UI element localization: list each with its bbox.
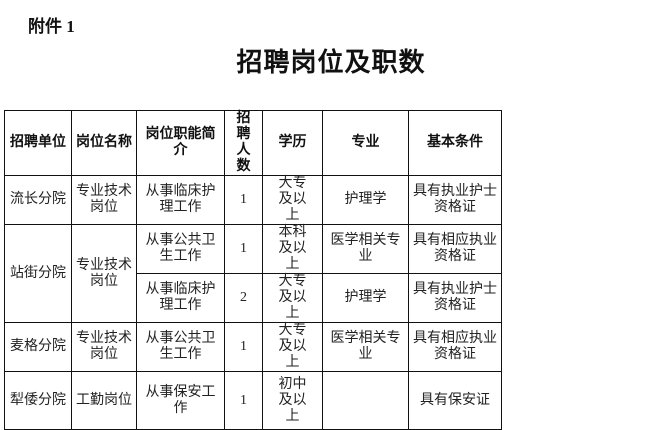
cell-unit: 犁倭分院 [4, 371, 72, 430]
table-row: 从事临床护理工作 2 大专及以上 护理学 具有执业护士资格证 [5, 273, 502, 323]
header-requirement: 基本条件 [408, 110, 502, 176]
cell-duty: 从事公共卫生工作 [136, 224, 225, 274]
header-count: 招聘人数 [224, 110, 263, 176]
cell-requirement: 具有相应执业资格证 [408, 322, 502, 372]
table-row: 站街分院 专业技术岗位 从事公共卫生工作 1 本科及以上 医学相关专业 具有相应… [4, 224, 502, 323]
header-position: 岗位名称 [71, 110, 137, 176]
cell-major: 护理学 [322, 175, 409, 225]
cell-position: 专业技术岗位 [71, 175, 137, 225]
cell-count: 2 [224, 273, 263, 323]
header-education: 学历 [262, 110, 323, 176]
cell-duty: 从事临床护理工作 [136, 175, 225, 225]
cell-unit: 麦格分院 [4, 322, 72, 372]
table-header-row: 招聘单位 岗位名称 岗位职能简介 招聘人数 学历 专业 基本条件 [4, 110, 502, 176]
recruitment-table: 招聘单位 岗位名称 岗位职能简介 招聘人数 学历 专业 基本条件 流长分院 专业… [4, 110, 502, 430]
cell-position: 工勤岗位 [71, 371, 137, 430]
cell-duty: 从事公共卫生工作 [136, 322, 225, 372]
cell-duty: 从事保安工作 [136, 371, 225, 430]
cell-duty: 从事临床护理工作 [136, 273, 225, 323]
cell-major [322, 371, 409, 430]
cell-unit: 站街分院 [4, 224, 72, 323]
cell-education: 本科及以上 [262, 224, 323, 274]
cell-count: 1 [224, 175, 263, 225]
cell-requirement: 具有相应执业资格证 [408, 224, 502, 274]
cell-count: 1 [224, 322, 263, 372]
header-unit: 招聘单位 [4, 110, 72, 176]
cell-education: 初中及以上 [262, 371, 323, 430]
page-title: 招聘岗位及职数 [236, 48, 426, 77]
cell-requirement: 具有保安证 [408, 371, 502, 430]
table-row: 犁倭分院 工勤岗位 从事保安工作 1 初中及以上 具有保安证 [4, 371, 502, 430]
table-row: 麦格分院 专业技术岗位 从事公共卫生工作 1 大专及以上 医学相关专业 具有相应… [4, 322, 502, 372]
cell-education: 大专及以上 [262, 322, 323, 372]
cell-education: 大专及以上 [262, 273, 323, 323]
attachment-label: 附件 1 [28, 17, 75, 36]
cell-requirement: 具有执业护士资格证 [408, 273, 502, 323]
table-row: 流长分院 专业技术岗位 从事临床护理工作 1 大专及以上 护理学 具有执业护士资… [4, 175, 502, 225]
cell-count: 1 [224, 224, 263, 274]
cell-position: 专业技术岗位 [71, 322, 137, 372]
header-duty: 岗位职能简介 [136, 110, 225, 176]
cell-count: 1 [224, 371, 263, 430]
cell-position: 专业技术岗位 [71, 224, 137, 323]
cell-major: 医学相关专业 [322, 224, 409, 274]
cell-major: 护理学 [322, 273, 409, 323]
cell-requirement: 具有执业护士资格证 [408, 175, 502, 225]
cell-education: 大专及以上 [262, 175, 323, 225]
cell-unit: 流长分院 [4, 175, 72, 225]
header-major: 专业 [322, 110, 409, 176]
cell-major: 医学相关专业 [322, 322, 409, 372]
